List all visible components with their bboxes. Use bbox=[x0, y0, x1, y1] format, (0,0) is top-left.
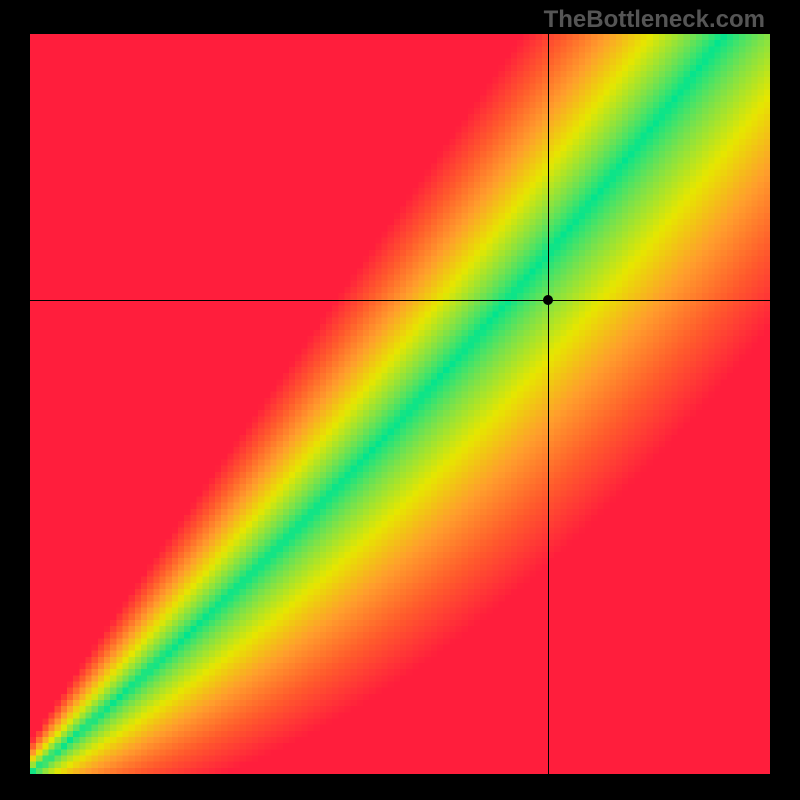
watermark-text: TheBottleneck.com bbox=[544, 6, 765, 34]
bottleneck-heatmap bbox=[30, 34, 770, 774]
crosshair-vertical bbox=[548, 34, 549, 774]
chart-container: TheBottleneck.com bbox=[0, 0, 800, 800]
crosshair-horizontal bbox=[30, 300, 770, 301]
